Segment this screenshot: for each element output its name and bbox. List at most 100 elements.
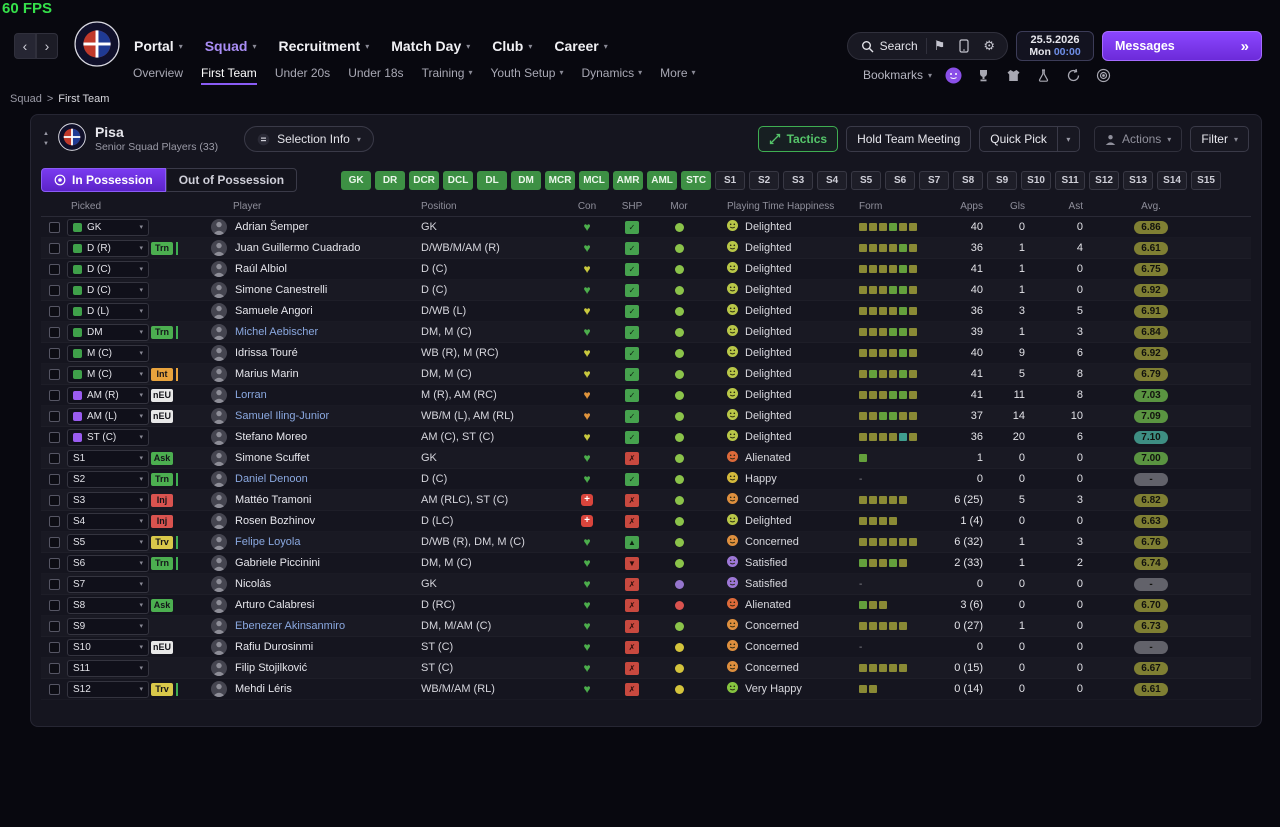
picked-position-dropdown[interactable]: S1 ▾	[67, 449, 149, 467]
row-checkbox[interactable]	[48, 494, 60, 506]
club-logo[interactable]	[74, 20, 120, 72]
picked-position-dropdown[interactable]: ST (C) ▾	[67, 428, 149, 446]
player-row[interactable]: S12 ▾ Trv Mehdi Léris WB/M/AM (RL) ♥ ✗ Very Hap…	[41, 679, 1251, 700]
slot-filter-s8[interactable]: S8	[953, 170, 984, 190]
row-checkbox[interactable]	[48, 599, 60, 611]
row-checkbox[interactable]	[48, 662, 60, 674]
chevron-down-button[interactable]: ▼	[43, 141, 49, 147]
status-badge[interactable]: nEU	[151, 640, 173, 654]
slot-filter-s9[interactable]: S9	[987, 170, 1018, 190]
picked-position-dropdown[interactable]: D (L) ▾	[67, 302, 149, 320]
col-position[interactable]: Position	[421, 201, 457, 212]
row-checkbox[interactable]	[48, 473, 60, 485]
row-checkbox[interactable]	[48, 305, 60, 317]
player-name[interactable]: Filip Stojilković	[235, 662, 308, 674]
picked-position-dropdown[interactable]: S10 ▾	[67, 638, 149, 656]
slot-filter-s11[interactable]: S11	[1055, 170, 1086, 190]
tab-youth-setup[interactable]: Youth Setup ▾	[490, 65, 564, 80]
player-name[interactable]: Daniel Denoon	[235, 473, 308, 485]
picked-position-dropdown[interactable]: DM ▾	[67, 323, 149, 341]
row-checkbox[interactable]	[48, 536, 60, 548]
player-row[interactable]: S11 ▾ Filip Stojilković ST (C) ♥ ✗ Concerned 0 …	[41, 658, 1251, 679]
row-checkbox[interactable]	[48, 326, 60, 338]
tab-training[interactable]: Training ▾	[421, 65, 473, 80]
status-badge[interactable]: Ask	[151, 598, 173, 612]
player-name[interactable]: Samuele Angori	[235, 305, 313, 317]
player-name[interactable]: Mattéo Tramoni	[235, 494, 312, 506]
row-checkbox[interactable]	[48, 410, 60, 422]
tab-out-of-possession[interactable]: Out of Possession	[165, 168, 298, 192]
picked-position-dropdown[interactable]: M (C) ▾	[67, 344, 149, 362]
slot-filter-s14[interactable]: S14	[1157, 170, 1188, 190]
menu-club[interactable]: Club ▾	[492, 38, 533, 54]
row-checkbox[interactable]	[48, 452, 60, 464]
position-filter-gk[interactable]: GK	[341, 170, 372, 190]
player-row[interactable]: S9 ▾ Ebenezer Akinsanmiro DM, M/AM (C) ♥ ✗ Con…	[41, 616, 1251, 637]
quick-pick-button[interactable]: Quick Pick ▾	[979, 126, 1080, 152]
slot-filter-s15[interactable]: S15	[1191, 170, 1222, 190]
tab-overview[interactable]: Overview	[133, 65, 184, 80]
position-filter-stc[interactable]: STC	[681, 170, 712, 190]
player-name[interactable]: Simone Canestrelli	[235, 284, 328, 296]
tab-under-18s[interactable]: Under 18s	[348, 65, 404, 80]
col-player[interactable]: Player	[233, 201, 262, 212]
tab-first-team[interactable]: First Team	[201, 66, 257, 85]
slot-filter-s1[interactable]: S1	[715, 170, 746, 190]
gear-icon[interactable]: ⚙	[976, 36, 1002, 56]
assistant-icon[interactable]	[945, 67, 962, 84]
player-row[interactable]: D (L) ▾ Samuele Angori D/WB (L) ♥ ✓ Delighted 3…	[41, 301, 1251, 322]
status-badge[interactable]: Trn	[151, 241, 173, 255]
picked-position-dropdown[interactable]: S7 ▾	[67, 575, 149, 593]
player-row[interactable]: S2 ▾ Trn Daniel Denoon D (C) ♥ ✓ Happy - 0 0 0 -	[41, 469, 1251, 490]
player-name[interactable]: Michel Aebischer	[235, 326, 319, 338]
row-checkbox[interactable]	[48, 578, 60, 590]
player-row[interactable]: S1 ▾ Ask Simone Scuffet GK ♥ ✗ Alienated 1 0 0 7.00	[41, 448, 1251, 469]
tab-more[interactable]: More ▾	[660, 65, 696, 80]
row-checkbox[interactable]	[48, 431, 60, 443]
search-button[interactable]: Search	[853, 39, 926, 53]
row-checkbox[interactable]	[48, 515, 60, 527]
position-filter-amr[interactable]: AMR	[613, 170, 644, 190]
player-name[interactable]: Samuel Iling-Junior	[235, 410, 330, 422]
player-row[interactable]: M (C) ▾ Idrissa Touré WB (R), M (RC) ♥ ✓ Delig…	[41, 343, 1251, 364]
picked-position-dropdown[interactable]: S3 ▾	[67, 491, 149, 509]
picked-position-dropdown[interactable]: D (R) ▾	[67, 239, 149, 257]
position-filter-dcl[interactable]: DCL	[443, 170, 474, 190]
picked-position-dropdown[interactable]: S5 ▾	[67, 533, 149, 551]
col-ast[interactable]: Ast	[1068, 201, 1083, 212]
status-badge[interactable]: Trn	[151, 325, 173, 339]
player-name[interactable]: Idrissa Touré	[235, 347, 298, 359]
tactics-button[interactable]: Tactics	[757, 126, 839, 152]
menu-recruitment[interactable]: Recruitment ▾	[278, 38, 370, 54]
player-row[interactable]: D (C) ▾ Simone Canestrelli D (C) ♥ ✓ Delighted…	[41, 280, 1251, 301]
player-name[interactable]: Nicolás	[235, 578, 272, 590]
slot-filter-s12[interactable]: S12	[1089, 170, 1120, 190]
menu-portal[interactable]: Portal ▾	[134, 38, 183, 54]
forward-button[interactable]: ›	[36, 33, 58, 59]
status-badge[interactable]: nEU	[151, 388, 173, 402]
status-badge[interactable]: Ask	[151, 451, 173, 465]
player-name[interactable]: Mehdi Léris	[235, 683, 292, 695]
player-name[interactable]: Lorran	[235, 389, 267, 401]
player-row[interactable]: S6 ▾ Trn Gabriele Piccinini DM, M (C) ♥ ▼ Satis…	[41, 553, 1251, 574]
quick-pick-chevron[interactable]: ▾	[1056, 127, 1079, 151]
row-checkbox[interactable]	[48, 641, 60, 653]
position-filter-mcr[interactable]: MCR	[545, 170, 576, 190]
menu-career[interactable]: Career ▾	[554, 38, 608, 54]
player-name[interactable]: Gabriele Piccinini	[235, 557, 320, 569]
col-shp[interactable]: SHP	[621, 201, 643, 212]
flag-icon[interactable]: ⚑	[927, 36, 953, 56]
picked-position-dropdown[interactable]: S9 ▾	[67, 617, 149, 635]
status-badge[interactable]: Trn	[151, 472, 173, 486]
row-checkbox[interactable]	[48, 242, 60, 254]
status-badge[interactable]: Inj	[151, 493, 173, 507]
picked-position-dropdown[interactable]: S8 ▾	[67, 596, 149, 614]
picked-position-dropdown[interactable]: AM (L) ▾	[67, 407, 149, 425]
devices-icon[interactable]	[952, 36, 976, 56]
trophy-icon[interactable]	[975, 67, 992, 84]
col-picked[interactable]: Picked	[71, 201, 102, 212]
picked-position-dropdown[interactable]: D (C) ▾	[67, 281, 149, 299]
slot-filter-s7[interactable]: S7	[919, 170, 950, 190]
refresh-icon[interactable]	[1065, 67, 1082, 84]
player-row[interactable]: S5 ▾ Trv Felipe Loyola D/WB (R), DM, M (C) ♥ ▲…	[41, 532, 1251, 553]
